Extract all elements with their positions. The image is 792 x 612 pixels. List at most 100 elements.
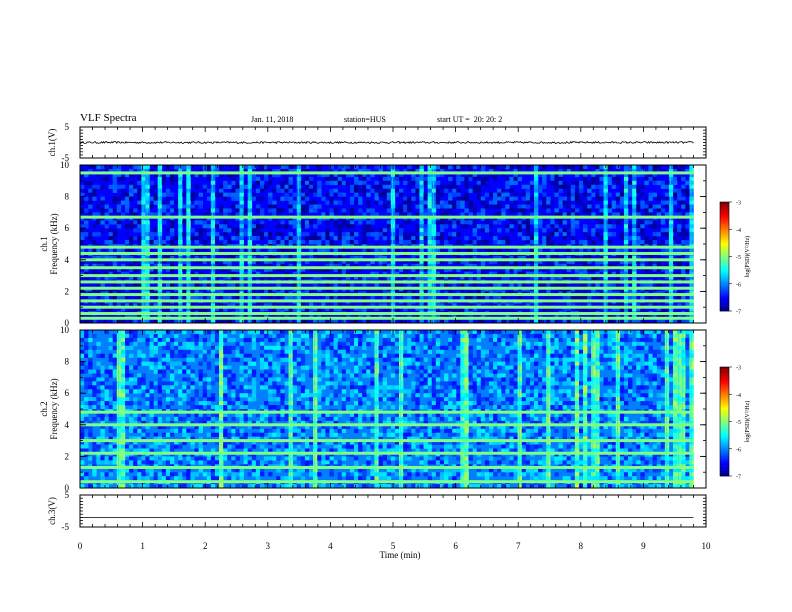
spectrogram-cell [501, 307, 506, 312]
spectrogram-cell [390, 303, 396, 308]
spectrogram-cell [325, 200, 330, 205]
spectrogram-cell [689, 307, 694, 312]
spectrogram-cell [378, 232, 383, 237]
spectrogram-cell [648, 196, 653, 201]
spectrogram-cell [149, 267, 154, 272]
spectrogram-cell [525, 188, 531, 193]
spectrogram-cell [239, 389, 244, 394]
spectrogram-cell [304, 424, 310, 430]
spectrogram-cell [591, 172, 596, 178]
spectrogram-cell [141, 307, 146, 312]
spectrogram-cell [468, 275, 473, 280]
spectrogram-cell [268, 393, 273, 398]
spectrogram-cell [255, 295, 261, 300]
spectrogram-cell [202, 228, 208, 233]
spectrogram-cell [231, 385, 236, 390]
spectrogram-cell [480, 275, 486, 280]
spectrogram-cell [80, 381, 85, 386]
spectrogram-cell [259, 196, 265, 201]
spectrogram-cell [112, 436, 118, 441]
spectrogram-cell [533, 184, 539, 189]
spectrogram-cell [362, 212, 367, 217]
spectrogram-cell [668, 228, 674, 233]
spectrogram-cell [116, 333, 122, 339]
spectrogram-cell [219, 333, 224, 339]
spectrogram-cell [276, 397, 281, 402]
spectrogram-cell [186, 468, 191, 473]
spectrogram-cell [664, 263, 670, 268]
spectrogram-cell [288, 448, 293, 453]
spectrogram-cell [578, 184, 584, 189]
spectrogram-cell [623, 192, 629, 197]
spectrogram-cell [284, 460, 289, 465]
spectrogram-cell [259, 337, 265, 343]
spectrogram-cell [104, 176, 109, 182]
spectrogram-cell [628, 319, 633, 324]
spectrogram-cell [120, 247, 126, 253]
spectrogram-cell [382, 259, 388, 265]
spectrogram-cell [169, 168, 175, 174]
spectrogram-cell [345, 172, 351, 178]
spectrogram-cell [652, 271, 657, 276]
spectrogram-cell [280, 397, 285, 402]
spectrogram-cell [280, 208, 285, 213]
spectrogram-cell [689, 180, 694, 186]
spectrogram-cell [509, 228, 514, 233]
spectrogram-cell [689, 232, 694, 237]
spectrogram-cell [186, 267, 191, 272]
spectrogram-cell [468, 240, 473, 245]
spectrogram-cell [145, 303, 150, 308]
spectrogram-cell [210, 345, 216, 351]
spectrogram-cell [120, 377, 126, 382]
spectrogram-cell [681, 319, 686, 324]
spectrogram-cell [533, 303, 539, 308]
spectrogram-cell [92, 333, 97, 339]
spectrogram-cell [284, 401, 289, 406]
spectrogram-cell [214, 456, 220, 461]
spectrogram-cell [382, 255, 388, 261]
spectrogram-cell [619, 212, 625, 217]
spectrogram-cell [362, 165, 367, 170]
spectrogram-cell [362, 283, 367, 288]
spectrogram-cell [133, 448, 138, 453]
spectrogram-cell [304, 440, 310, 445]
spectrogram-cell [452, 188, 457, 193]
spectrogram-cell [452, 204, 457, 209]
spectrogram-cell [480, 165, 486, 170]
spectrogram-cell [304, 259, 310, 265]
spectrogram-cell [366, 220, 371, 225]
spectrogram-cell [456, 307, 461, 312]
spectrogram-cell [231, 456, 236, 461]
spectrogram-cell [664, 295, 670, 300]
spectrogram-cell [525, 247, 531, 253]
spectrogram-cell [689, 196, 694, 201]
spectrogram-cell [443, 240, 449, 245]
spectrogram-cell [178, 232, 183, 237]
spectrogram-cell [677, 232, 682, 237]
spectrogram-cell [178, 361, 183, 366]
spectrogram-cell [554, 192, 559, 197]
spectrogram-cell [300, 373, 306, 378]
spectrogram-cell [259, 385, 265, 390]
spectrogram-cell [210, 424, 216, 430]
spectrogram-cell [415, 295, 420, 300]
spectrogram-cell [501, 212, 506, 217]
spectrogram-cell [468, 263, 473, 268]
spectrogram-cell [509, 188, 514, 193]
spectrogram-cell [317, 240, 322, 245]
spectrogram-cell [644, 240, 649, 245]
spectrogram-cell [427, 255, 433, 261]
spectrogram-cell [325, 240, 330, 245]
spectrogram-cell [329, 180, 334, 186]
spectrogram-cell [521, 283, 527, 288]
spectrogram-cell [259, 220, 265, 225]
spectrogram-cell [198, 440, 203, 445]
spectrogram-cell [153, 345, 159, 351]
spectrogram-cell [407, 208, 412, 213]
spectrogram-cell [497, 212, 502, 217]
spectrogram-cell [317, 275, 322, 280]
spectrogram-cell [129, 188, 134, 193]
spectrogram-cell [587, 283, 592, 288]
spectrogram-cell [100, 283, 105, 288]
spectrogram-cell [427, 172, 433, 178]
